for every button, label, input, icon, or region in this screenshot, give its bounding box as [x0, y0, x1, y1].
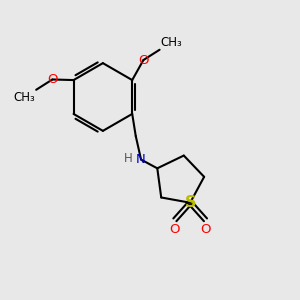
Text: O: O — [200, 223, 211, 236]
Text: O: O — [47, 73, 58, 86]
Text: CH₃: CH₃ — [14, 91, 36, 104]
Text: N: N — [136, 153, 146, 166]
Text: S: S — [184, 195, 196, 210]
Text: O: O — [169, 223, 180, 236]
Text: H: H — [124, 152, 133, 165]
Text: O: O — [138, 53, 149, 67]
Text: CH₃: CH₃ — [160, 36, 182, 49]
